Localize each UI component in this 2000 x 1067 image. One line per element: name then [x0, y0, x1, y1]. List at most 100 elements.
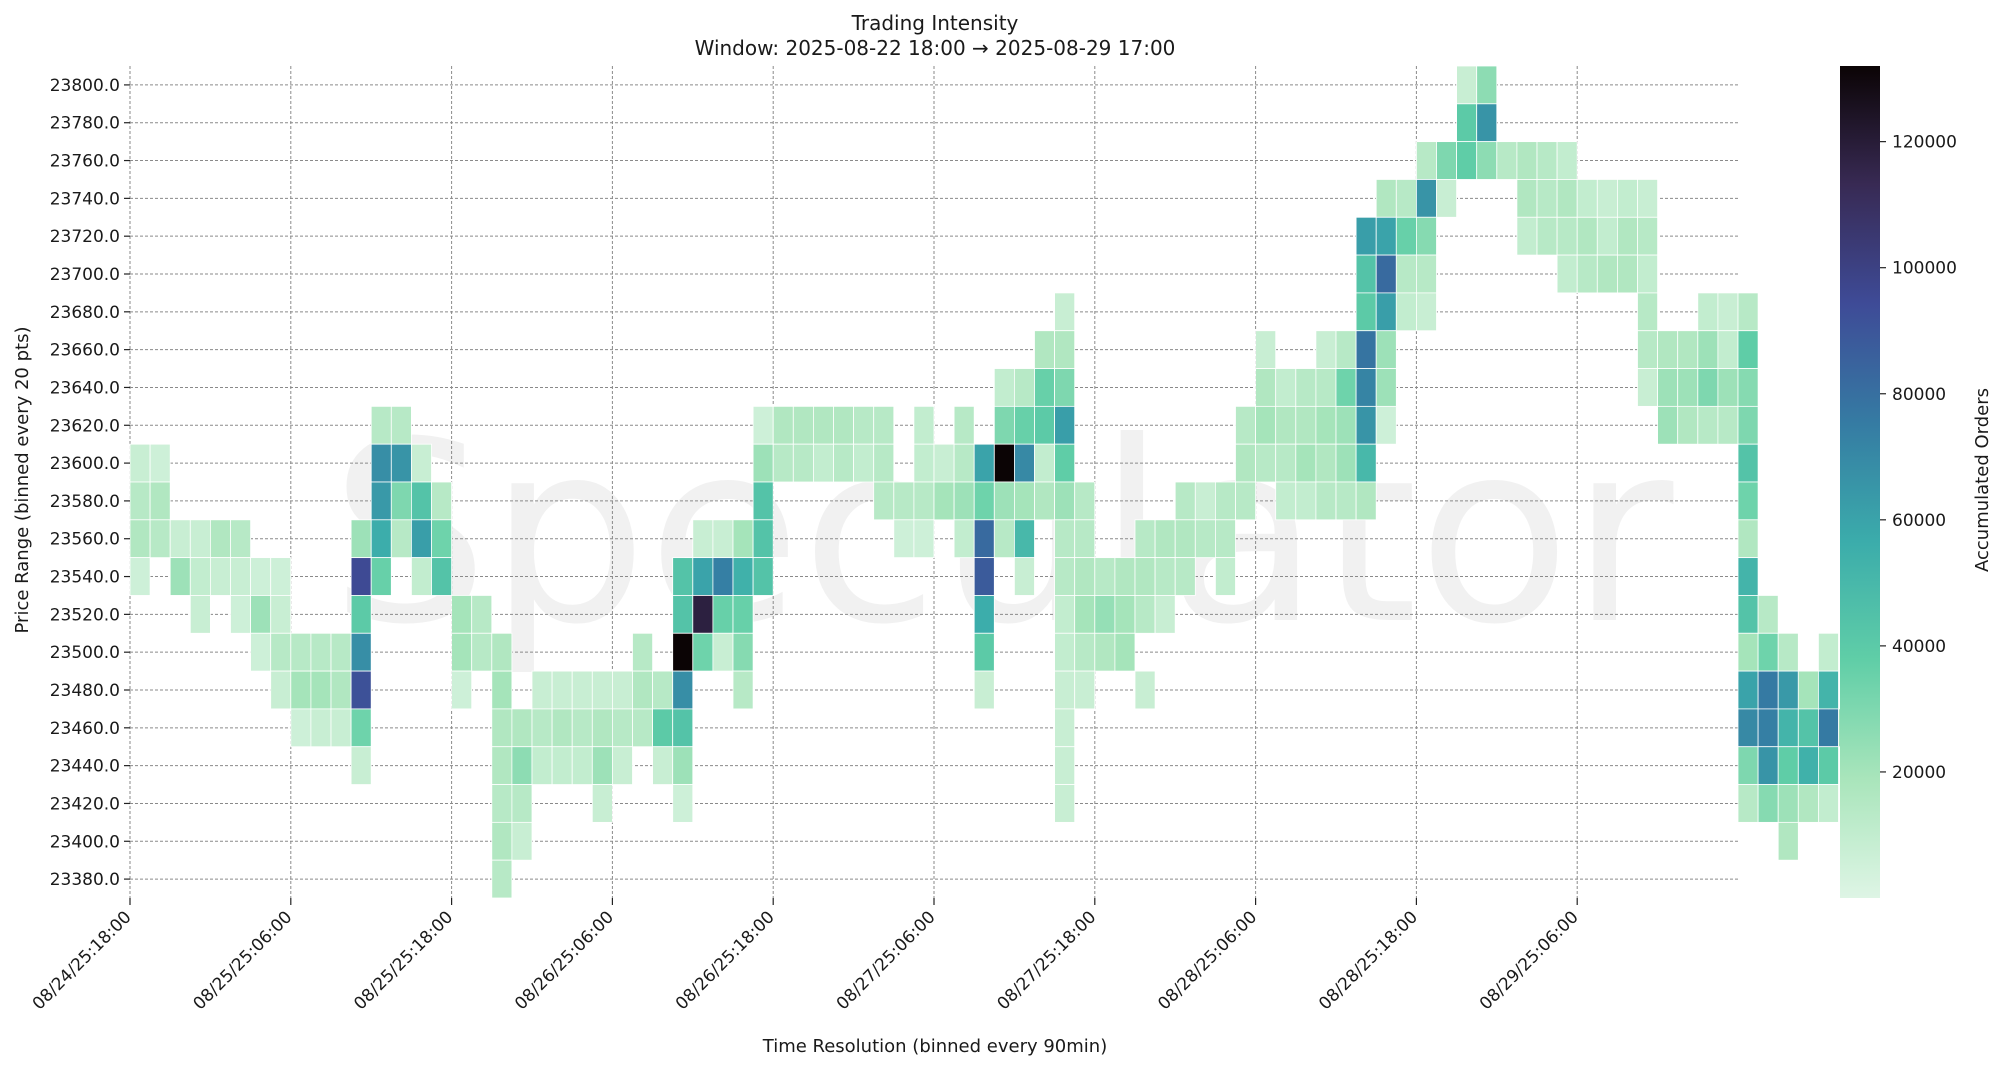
- heatmap-cell: [1416, 141, 1437, 180]
- heatmap-cell: [933, 443, 955, 483]
- x-tick-label: 08/28/25:18:00: [1315, 907, 1422, 1014]
- heatmap-cell: [1576, 179, 1598, 218]
- heatmap-cell: [1355, 368, 1377, 407]
- colorbar-tick-label: 120000: [1892, 133, 1957, 153]
- heatmap-cell: [1255, 443, 1277, 483]
- heatmap-cell: [1295, 405, 1317, 445]
- heatmap-cell: [1074, 481, 1096, 521]
- heatmap-cell: [1074, 557, 1096, 596]
- heatmap-cell: [1536, 141, 1558, 180]
- heatmap-cell: [1777, 632, 1799, 672]
- heatmap-cell: [1375, 179, 1397, 218]
- heatmap-cell: [1617, 216, 1638, 256]
- heatmap-cell: [1134, 557, 1156, 596]
- heatmap-cell: [551, 670, 573, 710]
- heatmap-cell: [953, 405, 975, 445]
- heatmap-cell: [491, 708, 513, 748]
- heatmap-cell: [752, 481, 774, 521]
- y-tick-label: 23380.0: [50, 870, 120, 890]
- heatmap-cell: [1476, 141, 1498, 180]
- heatmap-cell: [1757, 595, 1779, 634]
- heatmap-cell: [732, 519, 754, 559]
- heatmap-cell: [1154, 519, 1176, 559]
- heatmap-cell: [1014, 481, 1035, 521]
- heatmap-cell: [129, 443, 151, 483]
- heatmap-cell: [1637, 292, 1659, 332]
- heatmap-cell: [1737, 595, 1759, 634]
- heatmap-cell: [1637, 368, 1659, 407]
- y-tick-label: 23560.0: [50, 530, 120, 550]
- heatmap-cell: [712, 557, 734, 596]
- heatmap-cell: [491, 670, 513, 710]
- heatmap-cell: [370, 481, 392, 521]
- colorbar-gradient: [1840, 66, 1880, 898]
- heatmap-cell: [1014, 405, 1035, 445]
- heatmap-cell: [511, 708, 533, 748]
- y-tick-label: 23720.0: [50, 227, 120, 247]
- heatmap-cell: [1516, 179, 1538, 218]
- y-tick-label: 23760.0: [50, 152, 120, 172]
- heatmap-cell: [1737, 292, 1759, 332]
- heatmap-cell: [149, 481, 171, 521]
- heatmap-cell: [310, 632, 332, 672]
- heatmap-cell: [1777, 670, 1799, 710]
- heatmap-cell: [390, 443, 412, 483]
- heatmap-cell: [591, 784, 613, 823]
- heatmap-cell: [692, 519, 714, 559]
- heatmap-cell: [1737, 784, 1759, 823]
- heatmap-cell: [1054, 670, 1076, 710]
- x-axis-label: Time Resolution (binned every 90min): [762, 1036, 1107, 1057]
- heatmap-cell: [1355, 292, 1377, 332]
- heatmap-cell: [1315, 330, 1337, 369]
- heatmap-cell: [1054, 632, 1076, 672]
- heatmap-cell: [1717, 292, 1739, 332]
- heatmap-cell: [551, 708, 573, 748]
- heatmap-cell: [1295, 481, 1317, 521]
- heatmap-cell: [189, 557, 211, 596]
- heatmap-cell: [612, 670, 633, 710]
- heatmap-cell: [712, 632, 734, 672]
- heatmap-cell: [672, 632, 694, 672]
- heatmap-cell: [973, 481, 995, 521]
- heatmap-cell: [1536, 216, 1558, 256]
- heatmap-cell: [652, 708, 674, 748]
- heatmap-cell: [1154, 557, 1176, 596]
- heatmap-cell: [1114, 632, 1136, 672]
- heatmap-cell: [1235, 443, 1257, 483]
- y-tick-label: 23800.0: [50, 76, 120, 96]
- heatmap-cell: [1094, 595, 1116, 634]
- heatmap-cell: [752, 557, 774, 596]
- heatmap-cell: [1054, 405, 1076, 445]
- heatmap-cell: [250, 557, 272, 596]
- heatmap-cell: [1395, 254, 1417, 294]
- heatmap-cell: [1496, 141, 1518, 180]
- heatmap-cell: [1054, 330, 1076, 369]
- heatmap-cell: [1757, 708, 1779, 748]
- heatmap-cell: [1777, 821, 1799, 861]
- heatmap-cell: [772, 443, 794, 483]
- heatmap-cell: [1054, 746, 1076, 785]
- heatmap-cell: [410, 519, 432, 559]
- heatmap-cell: [1054, 519, 1076, 559]
- heatmap-cell: [1677, 330, 1699, 369]
- heatmap-cell: [712, 519, 734, 559]
- heatmap-cell: [1395, 179, 1417, 218]
- heatmap-cell: [370, 557, 392, 596]
- heatmap-cell: [1737, 330, 1759, 369]
- heatmap-cell: [1014, 557, 1035, 596]
- heatmap-cell: [993, 368, 1015, 407]
- heatmap-cell: [732, 670, 754, 710]
- heatmap-cell: [1255, 368, 1277, 407]
- heatmap-cell: [1456, 65, 1478, 105]
- heatmap-cell: [591, 746, 613, 785]
- heatmap-cell: [1797, 746, 1819, 785]
- heatmap-cell: [1416, 216, 1437, 256]
- heatmap-cell: [350, 519, 372, 559]
- x-axis: 08/24/25:18:00 08/25/25:06:00 08/25/25:18:…: [29, 898, 1583, 1014]
- heatmap-cell: [712, 595, 734, 634]
- heatmap-cell: [1375, 216, 1397, 256]
- heatmap-cell: [451, 595, 473, 634]
- heatmap-cell: [189, 519, 211, 559]
- heatmap-cell: [1797, 784, 1819, 823]
- heatmap-cell: [129, 481, 151, 521]
